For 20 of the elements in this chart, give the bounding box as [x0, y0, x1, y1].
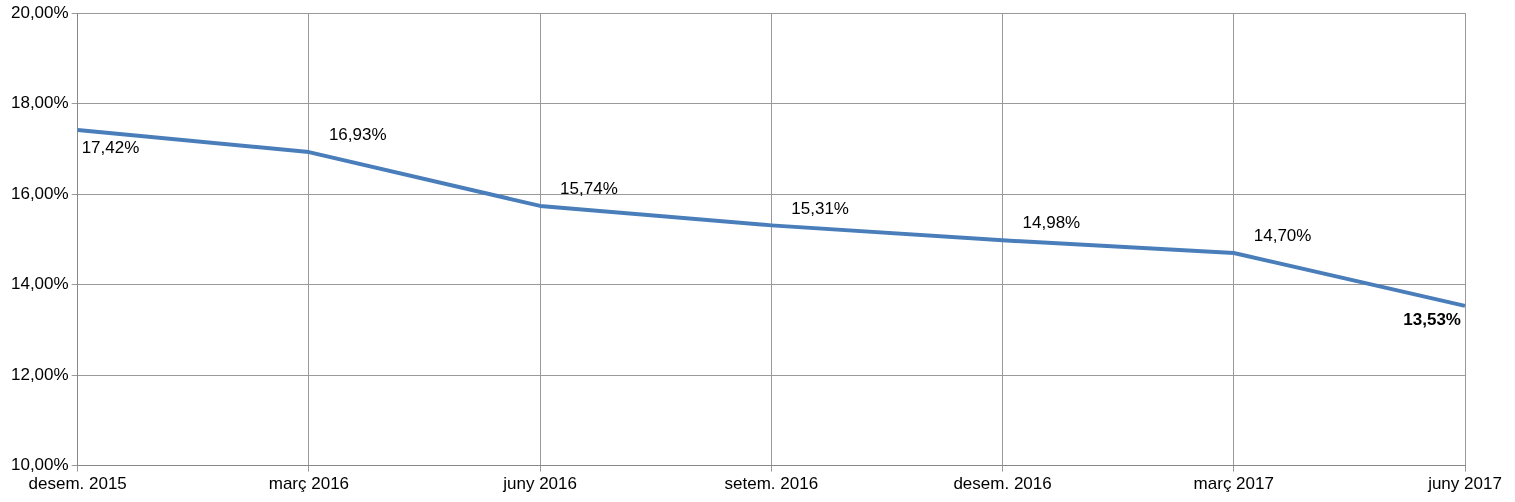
x-tick-label: juny 2017 — [1427, 474, 1502, 494]
data-label: 16,93% — [328, 125, 387, 145]
x-tick-label: setem. 2016 — [724, 474, 819, 494]
x-tick-label: juny 2016 — [502, 474, 577, 494]
data-label: 17,42% — [81, 138, 140, 158]
y-tick-label: 16,00% — [10, 183, 69, 203]
x-tick-label: desem. 2015 — [28, 474, 127, 494]
data-label: 14,70% — [1253, 226, 1312, 246]
y-tick-label: 10,00% — [10, 455, 69, 475]
y-tick-label: 18,00% — [10, 93, 69, 113]
data-label: 15,31% — [791, 198, 849, 218]
y-tick-label: 20,00% — [10, 2, 69, 22]
x-tick-label: març 2016 — [268, 474, 350, 494]
data-label: 15,74% — [560, 179, 618, 199]
y-tick-label: 14,00% — [10, 274, 69, 294]
x-tick-label: desem. 2016 — [953, 474, 1052, 494]
x-tick-label: març 2017 — [1193, 474, 1274, 494]
data-label: 13,53% — [1403, 310, 1461, 330]
data-label: 14,98% — [1022, 213, 1081, 233]
y-tick-label: 12,00% — [10, 364, 69, 384]
